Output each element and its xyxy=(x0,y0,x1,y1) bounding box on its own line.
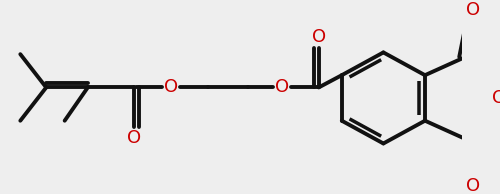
Text: O: O xyxy=(274,78,289,96)
Text: O: O xyxy=(312,28,326,46)
Text: O: O xyxy=(466,177,480,194)
Text: O: O xyxy=(492,89,500,107)
Text: O: O xyxy=(164,78,178,96)
Text: O: O xyxy=(127,129,141,147)
Text: O: O xyxy=(466,1,480,19)
